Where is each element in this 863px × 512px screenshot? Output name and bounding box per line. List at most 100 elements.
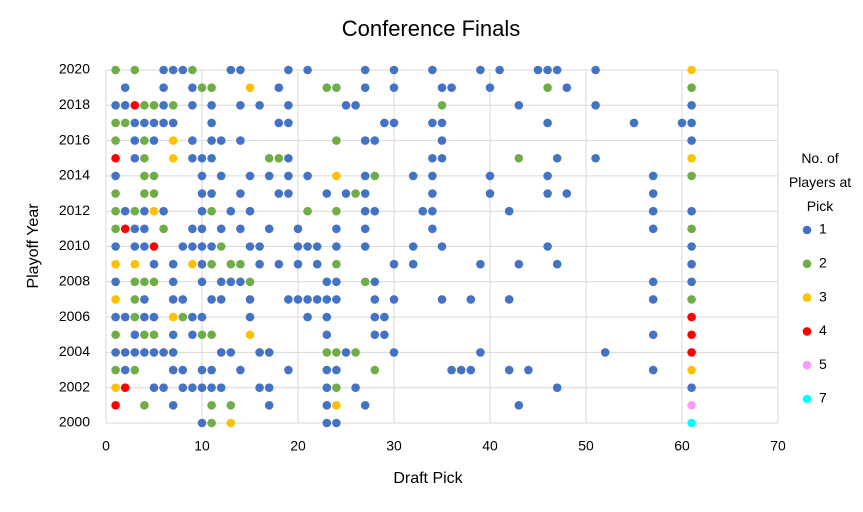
scatter-point (504, 206, 514, 216)
scatter-point (456, 365, 466, 375)
scatter-point (130, 330, 140, 340)
scatter-point (476, 65, 485, 75)
scatter-point (360, 189, 370, 198)
scatter-point (130, 295, 140, 304)
y-tick-label: 2016 (59, 131, 90, 147)
scatter-point (111, 295, 120, 304)
scatter-point (140, 330, 149, 340)
scatter-point (648, 295, 658, 304)
scatter-point (591, 101, 600, 110)
scatter-point (303, 65, 312, 75)
scatter-point (562, 83, 572, 92)
scatter-point (687, 153, 696, 163)
scatter-point (408, 242, 418, 251)
scatter-point (380, 118, 389, 128)
scatter-point (322, 401, 332, 410)
scatter-point (389, 348, 399, 357)
scatter-point (687, 136, 696, 145)
scatter-point (687, 83, 696, 92)
scatter-point (274, 259, 284, 269)
y-tick-label: 2018 (59, 96, 90, 112)
scatter-point (447, 83, 456, 92)
scatter-point (216, 277, 226, 287)
scatter-point (648, 330, 658, 340)
scatter-point (485, 171, 495, 181)
scatter-point (140, 312, 149, 322)
scatter-point (476, 259, 485, 269)
scatter-point (303, 295, 312, 304)
y-axis-title: Playoff Year (25, 203, 42, 289)
scatter-point (284, 118, 293, 128)
y-tick-label: 2006 (59, 308, 90, 324)
scatter-point (130, 224, 140, 234)
scatter-point (216, 242, 226, 251)
scatter-point (111, 101, 120, 110)
scatter-point (322, 418, 332, 428)
scatter-point (245, 295, 255, 304)
scatter-point (428, 171, 437, 181)
y-tick-label: 2000 (59, 414, 90, 430)
scatter-point (111, 153, 120, 163)
scatter-point (437, 118, 447, 128)
scatter-point (188, 312, 197, 322)
scatter-point (188, 383, 197, 393)
scatter-point (197, 259, 207, 269)
scatter-point (188, 330, 197, 340)
scatter-point (360, 171, 370, 181)
scatter-point (284, 153, 293, 163)
scatter-point (514, 401, 524, 410)
scatter-point (111, 136, 120, 145)
scatter-point (284, 295, 293, 304)
scatter-point (629, 118, 639, 128)
scatter-point (245, 171, 255, 181)
x-tick-label: 30 (386, 438, 402, 454)
scatter-point (207, 136, 216, 145)
scatter-point (687, 65, 696, 75)
scatter-point (274, 118, 284, 128)
scatter-point (687, 312, 696, 322)
scatter-point (226, 259, 236, 269)
scatter-point (140, 153, 149, 163)
scatter-point (687, 295, 696, 304)
scatter-point (543, 171, 552, 181)
scatter-point (245, 206, 255, 216)
scatter-point (197, 242, 207, 251)
scatter-point (322, 277, 332, 287)
scatter-point (168, 330, 178, 340)
scatter-point (264, 401, 274, 410)
x-tick-label: 40 (482, 438, 498, 454)
scatter-point (303, 242, 312, 251)
scatter-point (687, 277, 696, 287)
scatter-point (130, 136, 140, 145)
scatter-point (687, 171, 696, 181)
scatter-point (188, 242, 197, 251)
scatter-point (418, 206, 428, 216)
scatter-point (178, 242, 188, 251)
scatter-point (360, 206, 370, 216)
scatter-point (178, 383, 188, 393)
legend-marker (802, 259, 812, 269)
x-axis-title: Draft Pick (393, 470, 463, 487)
scatter-point (207, 330, 216, 340)
scatter-point (188, 83, 197, 92)
scatter-point (111, 277, 120, 287)
scatter-point (207, 365, 216, 375)
scatter-point (428, 65, 437, 75)
scatter-point (111, 189, 120, 198)
scatter-point (159, 65, 168, 75)
scatter-point (149, 136, 159, 145)
scatter-point (140, 206, 149, 216)
scatter-point (264, 224, 274, 234)
scatter-point (543, 65, 552, 75)
scatter-point (245, 277, 255, 287)
scatter-point (437, 153, 447, 163)
scatter-point (389, 83, 399, 92)
scatter-point (159, 383, 168, 393)
scatter-point (130, 312, 140, 322)
scatter-point (495, 65, 504, 75)
scatter-point (168, 136, 178, 145)
scatter-point (197, 330, 207, 340)
scatter-point (428, 118, 437, 128)
scatter-point (687, 101, 696, 110)
scatter-point (341, 101, 351, 110)
